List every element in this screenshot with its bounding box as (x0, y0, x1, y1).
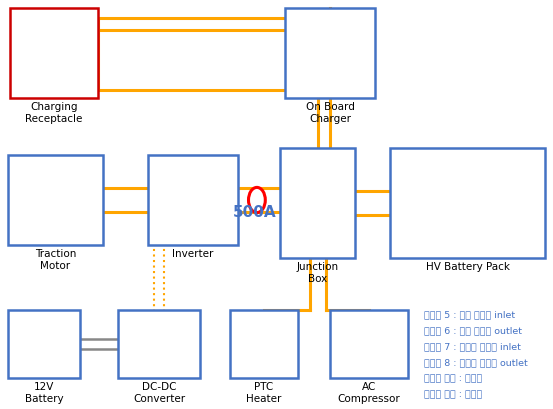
Bar (10, 8, 98, 98)
Bar (8, 310, 80, 378)
Text: Traction
Motor: Traction Motor (35, 249, 76, 271)
Text: 고전압 전압 : 인버터: 고전압 전압 : 인버터 (424, 374, 482, 383)
Ellipse shape (248, 187, 265, 213)
Bar (285, 8, 375, 98)
Text: On Board
Charger: On Board Charger (306, 102, 354, 124)
Text: 500A: 500A (233, 205, 276, 220)
Bar (8, 155, 103, 245)
Text: 열전대 8 : 인버터 냉각수 outlet: 열전대 8 : 인버터 냉각수 outlet (424, 358, 528, 367)
Bar (390, 148, 545, 258)
Text: 열전대 6 : 모터 냉각수 outlet: 열전대 6 : 모터 냉각수 outlet (424, 326, 522, 335)
Text: Charging
Receptacle: Charging Receptacle (25, 102, 83, 124)
Text: DC-DC
Converter: DC-DC Converter (133, 382, 185, 404)
Text: HV Battery Pack: HV Battery Pack (425, 262, 509, 272)
Bar (118, 310, 200, 378)
Text: 열전대 7 : 인버터 냉각수 inlet: 열전대 7 : 인버터 냉각수 inlet (424, 342, 521, 351)
Text: 12V
Battery: 12V Battery (25, 382, 63, 404)
Bar (230, 310, 298, 378)
Text: 고전압 전류 : 인버터: 고전압 전류 : 인버터 (424, 390, 482, 399)
Text: Inverter: Inverter (173, 249, 213, 259)
Text: 열전대 5 : 모터 냉각수 inlet: 열전대 5 : 모터 냉각수 inlet (424, 310, 515, 319)
Text: AC
Compressor: AC Compressor (338, 382, 400, 404)
Text: PTC
Heater: PTC Heater (246, 382, 281, 404)
Bar (148, 155, 238, 245)
Bar (280, 148, 355, 258)
Text: Junction
Box: Junction Box (296, 262, 338, 283)
Bar (330, 310, 408, 378)
